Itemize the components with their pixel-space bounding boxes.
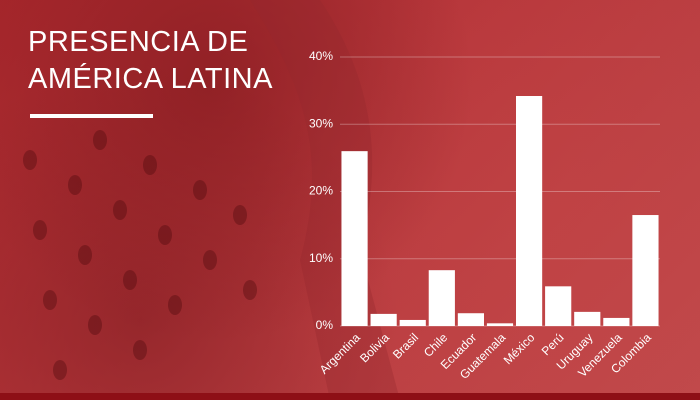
y-tick-label: 0% (316, 318, 334, 332)
x-tick-label: Brasil (390, 330, 421, 361)
y-tick-label: 20% (309, 184, 333, 198)
bar (428, 270, 455, 326)
x-tick-label: Bolivia (357, 330, 392, 365)
bar (516, 96, 543, 326)
y-tick-label: 30% (309, 116, 333, 130)
bar (370, 313, 397, 326)
bar (632, 215, 659, 326)
y-tick-label: 10% (309, 251, 333, 265)
chart-title: PRESENCIA DE AMÉRICA LATINA (28, 26, 273, 95)
footer-strip (0, 393, 700, 400)
bar (399, 319, 426, 326)
bar (603, 317, 630, 326)
x-tick-label: Argentina (317, 330, 363, 376)
y-tick-label: 40% (309, 49, 333, 63)
x-tick-label: México (501, 330, 538, 367)
bar (545, 286, 572, 326)
bar (574, 311, 601, 326)
bar (457, 313, 484, 326)
title-underline (30, 114, 153, 118)
bar (341, 151, 368, 326)
bar (486, 323, 514, 326)
